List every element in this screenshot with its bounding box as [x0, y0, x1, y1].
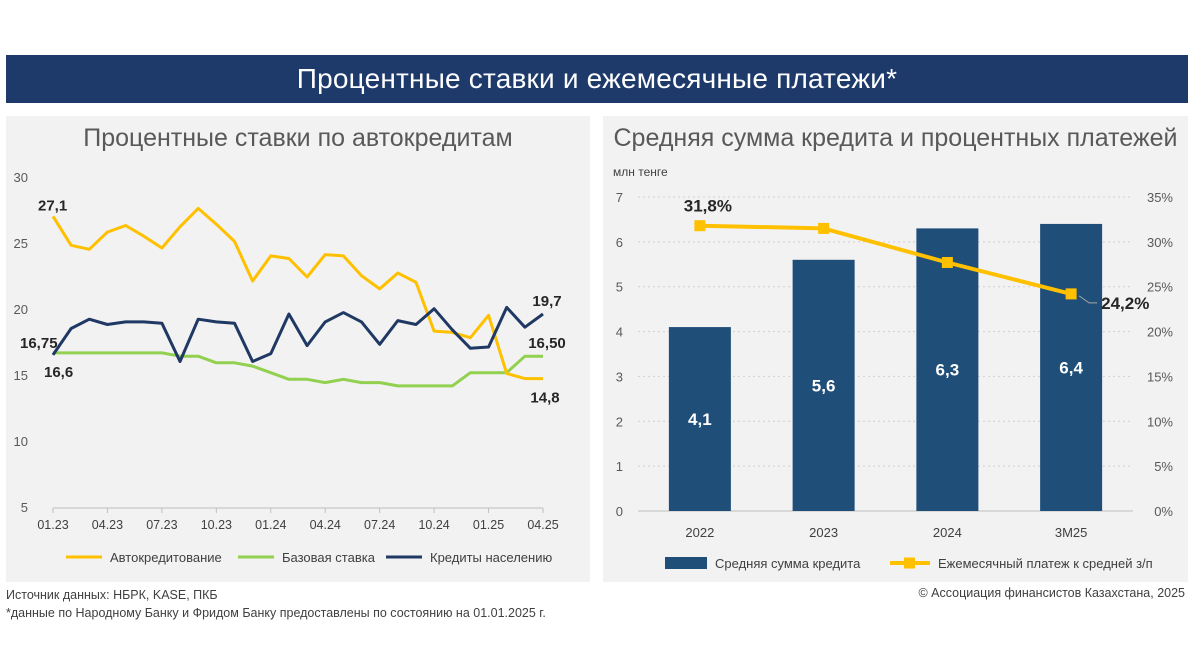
payment-end-leader	[1078, 295, 1098, 304]
base-rate-series	[53, 351, 543, 388]
y2-tick-label: 30%	[1147, 235, 1173, 250]
base-end-label: 16,50	[528, 335, 566, 352]
payment-marker	[941, 256, 953, 268]
y2-tick-label: 15%	[1147, 369, 1173, 384]
page-banner: Процентные ставки и ежемесячные платежи*	[6, 55, 1188, 103]
bar-value-label: 6,3	[936, 361, 960, 380]
bar-value-label: 5,6	[812, 376, 836, 395]
y2-tick-label: 10%	[1147, 414, 1173, 429]
rates-line-chart: 5 10 15 20 25 30 01.23 04.23 07.23 10.23 01.24 04.2…	[14, 170, 566, 565]
payment-marker	[694, 220, 706, 232]
x-tick-label: 01.23	[37, 518, 68, 532]
y-tick-label: 20	[14, 302, 28, 317]
payment-start-label: 31,8%	[684, 197, 732, 216]
auto-loan-series	[51, 206, 543, 381]
copyright: © Ассоциация финансистов Казахстана, 202…	[918, 586, 1185, 600]
auto-end-label: 14,8	[530, 390, 559, 407]
bar-value-label: 4,1	[688, 410, 712, 429]
y2-tick-label: 20%	[1147, 325, 1173, 340]
source-note: Источник данных: НБРК, KASE, ПКБ	[6, 588, 218, 602]
y-tick-label: 25	[14, 236, 28, 251]
y-tick-label: 30	[14, 170, 28, 185]
x-tick-label: 01.24	[255, 518, 286, 532]
footer-notes: Источник данных: НБРК, KASE, ПКБ *данные…	[6, 586, 546, 622]
y2-tick-label: 5%	[1154, 459, 1173, 474]
consumer-loan-series	[51, 305, 544, 363]
legend-swatch-bar	[665, 557, 707, 569]
loan-chart-title: Средняя сумма кредита и процентных плате…	[613, 124, 1178, 152]
x-tick-label: 04.23	[92, 518, 123, 532]
payment-line	[699, 223, 1072, 296]
bar	[1040, 223, 1103, 511]
y-tick-label: 2	[616, 414, 623, 429]
x-tick-label: 07.24	[364, 518, 395, 532]
y-tick-label: 15	[14, 368, 28, 383]
bar-value-label: 6,4	[1059, 358, 1083, 377]
auto-start-label: 27,1	[38, 197, 67, 214]
rates-panel: Процентные ставки по автокредитам 5 10 15 2…	[6, 116, 590, 582]
loan-panel: Средняя сумма кредита и процентных плате…	[603, 116, 1188, 582]
y-tick-label: 4	[616, 325, 623, 340]
payment-marker	[1065, 288, 1077, 300]
legend-label: Автокредитование	[110, 550, 222, 565]
y-tick-label: 6	[616, 235, 623, 250]
x-tick-label: 2024	[933, 525, 962, 540]
x-tick-label: 2022	[685, 525, 714, 540]
payment-marker	[818, 222, 830, 234]
y-tick-label: 5	[616, 280, 623, 295]
payment-end-label: 24,2%	[1101, 294, 1149, 313]
bar	[668, 327, 731, 511]
x-tick-label: 2023	[809, 525, 838, 540]
legend-swatch-marker	[904, 557, 915, 569]
x-tick-label: 07.23	[146, 518, 177, 532]
bar	[792, 259, 855, 511]
x-tick-label: 10.23	[201, 518, 232, 532]
y-tick-label: 5	[21, 500, 28, 515]
base-start-label: 16,75	[20, 335, 58, 352]
y2-tick-label: 25%	[1147, 280, 1173, 295]
y-axis-unit: млн тенге	[613, 165, 668, 179]
x-tick-label: 01.25	[473, 518, 504, 532]
x-tick-label: 3M25	[1055, 525, 1088, 540]
y-tick-label: 1	[616, 459, 623, 474]
page-title: Процентные ставки и ежемесячные платежи*	[296, 63, 898, 94]
legend-label: Ежемесячный платеж к средней з/п	[938, 556, 1153, 571]
legend-label: Средняя сумма кредита	[715, 556, 861, 571]
loans-start-label: 16,6	[44, 364, 73, 381]
y-tick-label: 10	[14, 434, 28, 449]
loan-combo-chart: млн тенге 0 1 2 3 4 5 6 7 0% 5% 10% 15% 20% 25% 30% 35% 4…	[613, 165, 1173, 571]
y2-tick-label: 0%	[1154, 504, 1173, 519]
x-tick-label: 10.24	[418, 518, 449, 532]
rates-chart-title: Процентные ставки по автокредитам	[83, 124, 513, 152]
data-footnote: *данные по Народному Банку и Фридом Банк…	[6, 606, 546, 620]
x-tick-label: 04.25	[527, 518, 558, 532]
legend-label: Кредиты населению	[430, 550, 552, 565]
x-tick-label: 04.24	[310, 518, 341, 532]
bar	[916, 228, 979, 511]
legend-label: Базовая ставка	[282, 550, 376, 565]
y2-tick-label: 35%	[1147, 190, 1173, 205]
y-tick-label: 3	[616, 369, 623, 384]
y-tick-label: 0	[616, 504, 623, 519]
loans-end-label: 19,7	[532, 293, 561, 310]
y-tick-label: 7	[616, 190, 623, 205]
